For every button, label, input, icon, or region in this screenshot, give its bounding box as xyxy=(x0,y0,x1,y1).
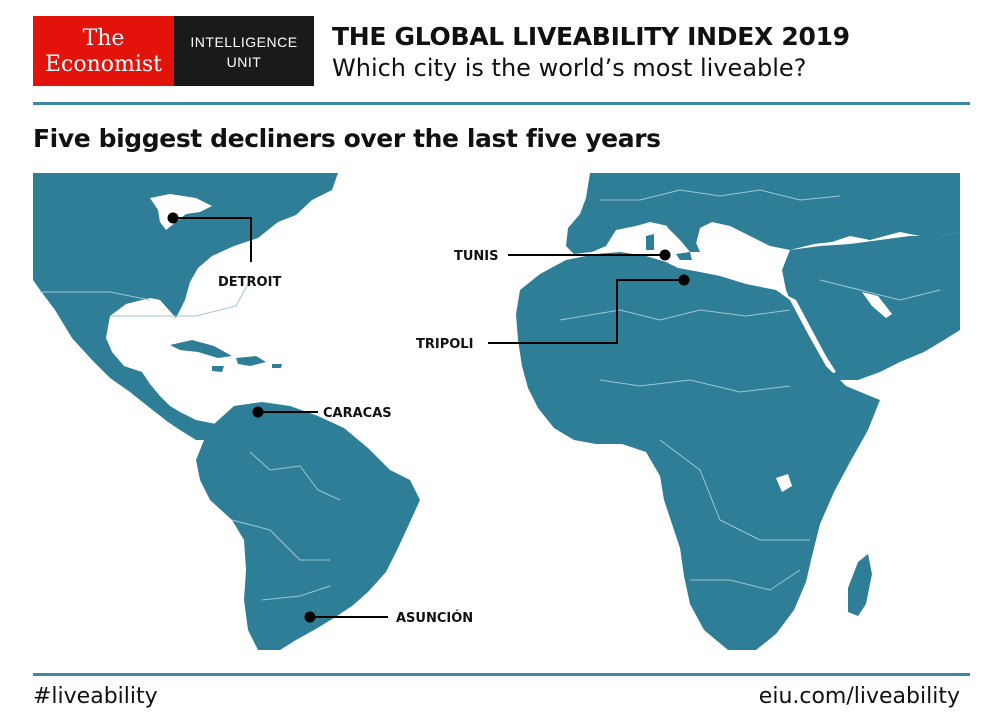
europe-landmass xyxy=(566,173,960,254)
asia-landmass xyxy=(782,232,960,380)
sicily xyxy=(676,252,692,260)
jamaica xyxy=(212,366,224,372)
header-divider xyxy=(33,102,970,105)
tunis-marker xyxy=(659,249,671,261)
sardinia xyxy=(646,234,654,250)
economist-logo: The Economist xyxy=(33,16,174,86)
lake-victoria xyxy=(776,474,792,492)
asuncion-marker xyxy=(304,611,316,623)
south-america-landmass xyxy=(196,402,420,650)
city-labels: DETROIT TUNIS TRIPOLI CARACAS ASUNCIÓN xyxy=(218,249,499,626)
caracas-marker xyxy=(252,406,264,418)
footer-url[interactable]: eiu.com/liveability xyxy=(758,684,960,709)
city-label-detroit: DETROIT xyxy=(218,275,281,290)
city-label-caracas: CARACAS xyxy=(323,406,392,421)
city-label-tripoli: TRIPOLI xyxy=(416,337,473,352)
map-heading: Five biggest decliners over the last fiv… xyxy=(33,124,661,153)
footer-divider xyxy=(33,673,970,676)
north-america-landmass xyxy=(33,173,338,440)
intelligence-unit-logo: INTELLIGENCE UNIT xyxy=(174,16,314,86)
city-label-asuncion: ASUNCIÓN xyxy=(396,610,473,626)
africa-landmass xyxy=(516,252,880,650)
city-markers xyxy=(167,212,690,623)
tripoli-leader-line xyxy=(488,279,684,344)
logo-line-intelligence: INTELLIGENCE xyxy=(190,34,298,50)
country-borders xyxy=(40,189,941,601)
red-sea xyxy=(788,296,836,374)
city-label-tunis: TUNIS xyxy=(454,249,499,264)
tripoli-marker xyxy=(678,274,690,286)
page-title: THE GLOBAL LIVEABILITY INDEX 2019 xyxy=(332,22,850,51)
logo-line-unit: UNIT xyxy=(226,54,262,70)
map-landmasses xyxy=(33,173,960,650)
hispaniola xyxy=(236,356,266,366)
hashtag: #liveability xyxy=(33,684,158,709)
logo-line-economist: Economist xyxy=(44,52,163,77)
great-lakes xyxy=(150,194,212,230)
detroit-marker xyxy=(167,212,179,224)
cuba xyxy=(170,340,232,358)
page-subtitle: Which city is the world’s most liveable? xyxy=(332,54,807,82)
italy xyxy=(660,208,700,252)
madagascar xyxy=(848,554,872,616)
puerto-rico xyxy=(272,364,282,368)
city-annotations xyxy=(173,217,684,618)
logo-line-the: The xyxy=(82,26,125,51)
persian-gulf xyxy=(862,292,892,318)
detroit-leader-line xyxy=(173,217,252,262)
